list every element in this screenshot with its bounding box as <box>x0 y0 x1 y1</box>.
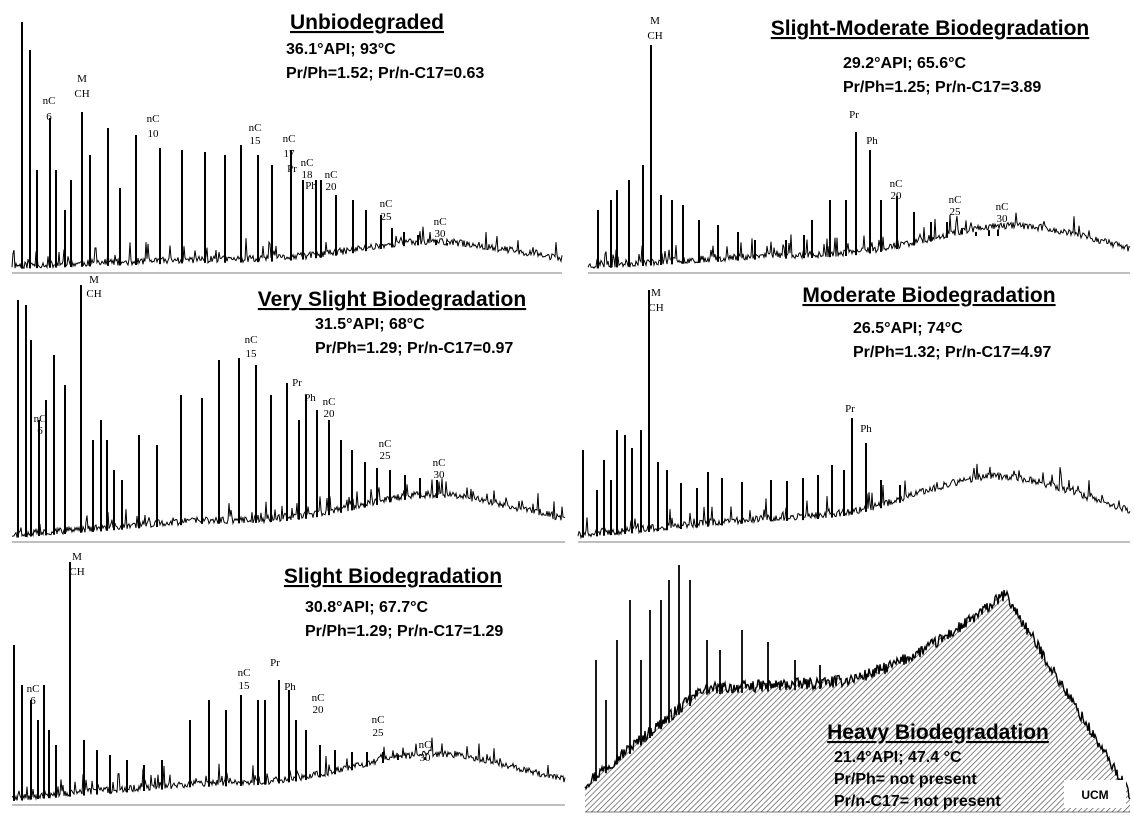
ratio-text: Pr/Ph=1.32; Pr/n-C17=4.97 <box>853 344 1051 361</box>
peak-label: Ph <box>860 423 872 435</box>
peak-label-carbon-number: CH <box>86 288 101 300</box>
ratio-text: Pr/Ph=1.25; Pr/n-C17=3.89 <box>843 79 1041 96</box>
panel-title: Slight-Moderate Biodegradation <box>771 17 1090 40</box>
peak-label: nC <box>372 714 385 726</box>
peak-label: M <box>77 73 87 85</box>
peak-label: nC <box>34 413 47 425</box>
ucm-label-box <box>1064 780 1126 808</box>
peak-label: M <box>650 15 660 27</box>
peak-label-carbon-number: 15 <box>246 348 258 360</box>
peak-label-carbon-number: 25 <box>380 450 392 462</box>
peak-label: Pr <box>849 109 859 121</box>
ucm-label: UCM <box>1081 788 1108 802</box>
peak-label-carbon-number: 20 <box>324 408 336 420</box>
ratio-text: Pr/Ph= not present <box>834 771 977 788</box>
ratio-text: Pr/n-C17= not present <box>834 793 1001 810</box>
peak-label-carbon-number: 6 <box>37 425 43 437</box>
peak-label-carbon-number: 15 <box>250 135 262 147</box>
panel-title: Moderate Biodegradation <box>802 284 1055 307</box>
api-temperature-text: 26.5°API; 74°C <box>853 320 963 337</box>
peak-label-carbon-number: 30 <box>435 228 447 240</box>
peak-label-carbon-number: 25 <box>381 211 393 223</box>
peak-label: nC <box>434 216 447 228</box>
peak-label: nC <box>147 113 160 125</box>
peak-label: nC <box>323 396 336 408</box>
peak-label: nC <box>419 739 432 751</box>
ratio-text: Pr/Ph=1.52; Pr/n-C17=0.63 <box>286 65 484 82</box>
panel-heavy-biodegradation: Heavy Biodegradation 21.4°API; 47.4 °C P… <box>827 721 1126 810</box>
peak-label: Ph <box>866 135 878 147</box>
peak-label: nC <box>301 157 314 169</box>
peak-label-carbon-number: 20 <box>326 181 338 193</box>
peak-label: M <box>89 274 99 286</box>
peak-label: nC <box>949 194 962 206</box>
api-temperature-text: 21.4°API; 47.4 °C <box>834 749 962 766</box>
api-temperature-text: 30.8°API; 67.7°C <box>305 599 429 616</box>
peak-label-carbon-number: 30 <box>434 469 446 481</box>
peak-label: Pr <box>270 657 280 669</box>
peak-label-carbon-number: 25 <box>950 206 962 218</box>
panel-title: Slight Biodegradation <box>284 565 502 588</box>
peak-label-carbon-number: 6 <box>30 695 36 707</box>
peak-label: nC <box>249 122 262 134</box>
peak-label-carbon-number: 25 <box>373 727 385 739</box>
ucm-area <box>585 590 1130 812</box>
chromatogram-trace <box>11 226 563 270</box>
peak-label: nC <box>380 198 393 210</box>
peak-label: Ph <box>304 392 316 404</box>
chromatogram-trace <box>577 463 1131 540</box>
peak-label-carbon-number: 20 <box>313 704 325 716</box>
peak-label: Ph <box>284 681 296 693</box>
peak-label: Pr <box>845 403 855 415</box>
peak-label-carbon-number: 10 <box>148 128 160 140</box>
api-temperature-text: 29.2°API; 65.6°C <box>843 55 967 72</box>
ratio-text: Pr/Ph=1.29; Pr/n-C17=1.29 <box>305 623 503 640</box>
peak-label-carbon-number: 30 <box>997 213 1009 225</box>
peak-label-carbon-number: CH <box>647 30 662 42</box>
peak-label: nC <box>43 95 56 107</box>
peak-label-carbon-number: 17 <box>284 148 296 160</box>
peak-label-carbon-number: 18 <box>302 169 314 181</box>
panel-title: Unbiodegraded <box>290 11 444 34</box>
peak-label: M <box>72 551 82 563</box>
panel-slight-moderate-biodegradation: Slight-Moderate Biodegradation 29.2°API;… <box>771 17 1090 96</box>
peak-label-carbon-number: CH <box>648 302 663 314</box>
peak-label: nC <box>238 667 251 679</box>
panel-title: Heavy Biodegradation <box>827 721 1049 744</box>
chromatogram-trace <box>587 212 1131 269</box>
panel-slight-biodegradation: Slight Biodegradation 30.8°API; 67.7°C P… <box>284 565 504 640</box>
panel-moderate-biodegradation: Moderate Biodegradation 26.5°API; 74°C P… <box>802 284 1055 361</box>
peak-label: nC <box>245 334 258 346</box>
peak-label-carbon-number: 15 <box>239 680 251 692</box>
ratio-text: Pr/Ph=1.29; Pr/n-C17=0.97 <box>315 340 513 357</box>
peak-label: M <box>651 287 661 299</box>
panel-unbiodegraded: Unbiodegraded 36.1°API; 93°C Pr/Ph=1.52;… <box>286 11 484 82</box>
peak-label: Ph <box>305 180 317 192</box>
api-temperature-text: 31.5°API; 68°C <box>315 316 425 333</box>
peak-label: Pr <box>292 377 302 389</box>
peak-label-carbon-number: CH <box>69 566 84 578</box>
chromatogram-trace <box>11 478 566 538</box>
peak-label: nC <box>379 438 392 450</box>
api-temperature-text: 36.1°API; 93°C <box>286 41 396 58</box>
peak-label: nC <box>27 683 40 695</box>
peak-label: nC <box>312 692 325 704</box>
panel-title: Very Slight Biodegradation <box>258 288 526 311</box>
peak-label: nC <box>283 133 296 145</box>
peak-label-carbon-number: CH <box>74 88 89 100</box>
peak-label: nC <box>996 201 1009 213</box>
peak-label: nC <box>890 178 903 190</box>
ucm-envelope <box>584 589 1131 800</box>
peak-label: nC <box>325 169 338 181</box>
peak-label: Pr <box>287 163 297 175</box>
panel-very-slight-biodegradation: Very Slight Biodegradation 31.5°API; 68°… <box>258 288 526 357</box>
peak-label: nC <box>433 457 446 469</box>
peak-label-carbon-number: 6 <box>46 111 52 123</box>
